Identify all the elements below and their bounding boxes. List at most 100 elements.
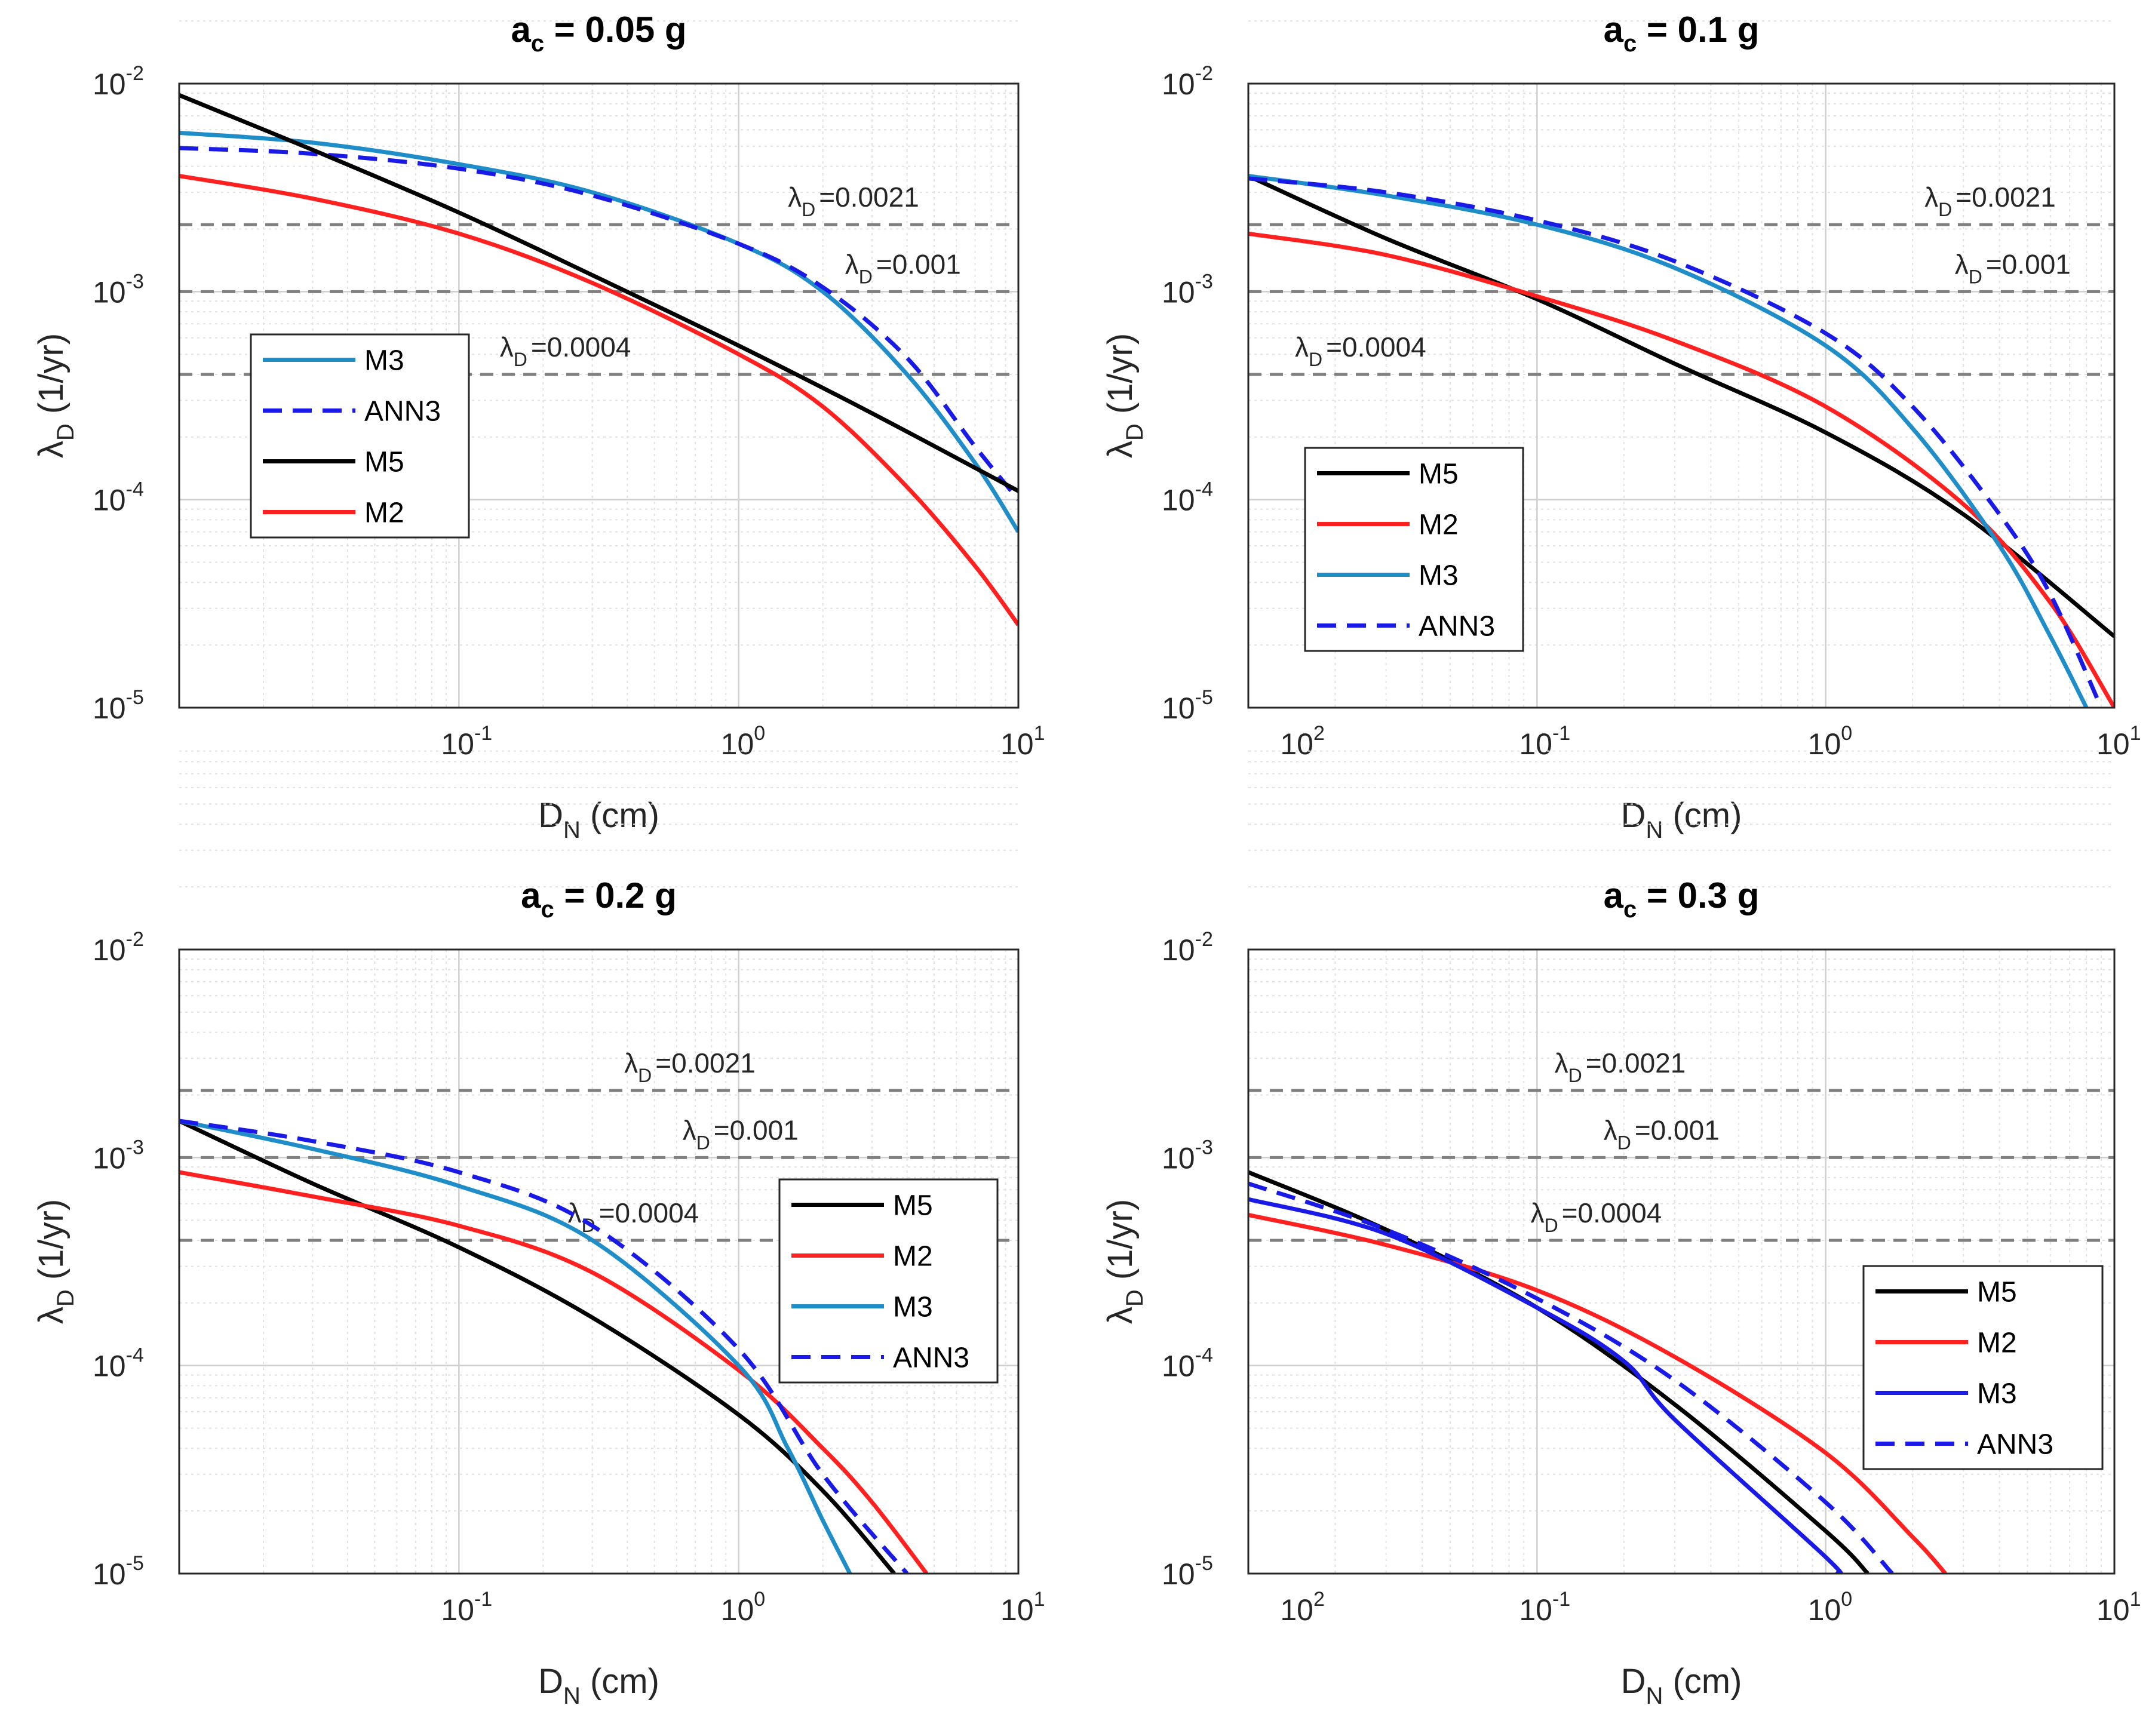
y-tick-label: 10-4 (1162, 478, 1213, 517)
y-tick-label: 10-4 (1162, 1344, 1213, 1383)
x-label-main: D (538, 796, 563, 835)
tick-base: 10 (93, 933, 126, 967)
chart-panel-top-right: λD=0.0021λD=0.001λD=0.000410-11001011021… (1101, 10, 2141, 843)
legend-label-m3: M3 (893, 1292, 933, 1323)
x-tick-label: 10-1 (1519, 722, 1570, 761)
ref-label-subscript: D (1309, 349, 1322, 370)
tick-base: 10 (1162, 1557, 1195, 1591)
tick-exponent: 1 (2130, 722, 2141, 745)
title-rest: = 0.05 g (544, 10, 686, 50)
ref-label-symbol: λ (500, 331, 514, 362)
ref-label-value: =0.001 (876, 248, 961, 279)
reference-line-label: λD =0.001 (683, 1114, 799, 1153)
legend: M5 M2 M3 ANN3 (1304, 447, 1524, 652)
tick-base: 10 (93, 692, 126, 725)
legend-box (778, 1178, 999, 1384)
tick-base: 10 (1162, 692, 1195, 725)
tick-exponent: -5 (126, 1552, 144, 1575)
ref-label-subscript: D (802, 199, 815, 220)
y-label-main: λ (1101, 441, 1140, 458)
series-line-m5 (1248, 174, 2114, 638)
tick-exponent: -5 (1195, 686, 1213, 709)
tick-exponent: -4 (1195, 478, 1213, 501)
x-tick-label: 10-1 (441, 1588, 492, 1627)
ref-label-subscript: D (696, 1132, 710, 1153)
ref-label-subscript: D (1969, 266, 1982, 287)
axes-box (1247, 948, 2116, 1575)
tick-base: 10 (2096, 1593, 2130, 1627)
legend-label-ann3: ANN3 (893, 1342, 969, 1374)
x-label-rest: (cm) (1663, 796, 1742, 835)
ref-label-symbol: λ (1531, 1197, 1545, 1228)
tick-exponent: -2 (1195, 928, 1213, 951)
legend: M3 ANN3 M5 M2 (250, 333, 470, 539)
tick-exponent: -1 (474, 1588, 492, 1611)
ref-label-value: =0.001 (1986, 248, 2071, 279)
x-label-rest: (cm) (581, 1662, 659, 1701)
x-tick-label: 101 (2096, 722, 2141, 761)
x-tick-label: 10-1 (441, 722, 492, 761)
tick-exponent: -3 (126, 1136, 144, 1159)
ref-label-symbol: λ (1555, 1047, 1568, 1079)
x-tick-label: 100 (721, 722, 766, 761)
ref-label-subscript: D (514, 349, 527, 370)
y-label-rest: (1/yr) (1101, 333, 1140, 423)
tick-base: 10 (1162, 484, 1195, 517)
tick-exponent: -3 (1195, 270, 1213, 293)
ref-label-value: =0.0004 (531, 331, 631, 362)
tick-base: 10 (1162, 933, 1195, 967)
legend-box (1862, 1265, 2104, 1470)
x-label-main: D (1621, 796, 1646, 835)
y-tick-label: 10-2 (1162, 928, 1213, 967)
x-label-subscript: N (563, 817, 581, 843)
x-tick-label: 100 (1808, 722, 1853, 761)
tick-base: 10 (93, 1141, 126, 1175)
tick-exponent: -5 (1195, 1552, 1213, 1575)
legend-label-m2: M2 (1419, 509, 1459, 541)
x-axis-label: DN (cm) (1621, 1662, 1742, 1709)
y-tick-label: 10-2 (93, 62, 144, 101)
plot-area (1248, 950, 2114, 1574)
y-label-subscript: D (1122, 423, 1148, 441)
tick-exponent: -3 (1195, 1136, 1213, 1159)
chart-title: ac = 0.1 g (1604, 10, 1760, 57)
y-tick-label: 10-5 (93, 686, 144, 725)
tick-base: 10 (2096, 727, 2130, 761)
title-main: a (521, 875, 541, 915)
series-line-m5 (179, 1119, 896, 1574)
title-main: a (1604, 875, 1624, 915)
ref-label-value: =0.0021 (819, 182, 919, 213)
x-tick-label: 100 (721, 1588, 766, 1627)
tick-exponent: 0 (1841, 722, 1852, 745)
x-tick-label: 100 (1808, 1588, 1853, 1627)
ref-label-symbol: λ (1955, 248, 1969, 279)
title-subscript: c (1623, 30, 1637, 57)
ref-label-value: =0.001 (1635, 1114, 1720, 1145)
tick-exponent: -1 (1552, 1588, 1570, 1611)
legend: M5 M2 M3 ANN3 (1862, 1265, 2104, 1470)
chart-panel-bottom-right: λD=0.0021λD=0.001λD=0.000410-11001011021… (1101, 750, 2141, 1709)
tick-base: 10 (1519, 1593, 1552, 1627)
series-line-m2 (1248, 231, 2114, 708)
y-label-subscript: D (53, 1289, 79, 1307)
series-group (1248, 1170, 1947, 1574)
axes-box (178, 82, 1020, 709)
reference-line-label: λD =0.001 (1955, 248, 2071, 287)
reference-line-label: λD =0.0021 (1555, 1047, 1686, 1086)
chart-title: ac = 0.2 g (521, 875, 677, 923)
series-group (179, 1119, 929, 1574)
legend-label-m3: M3 (1977, 1378, 2017, 1410)
tick-base: 10 (1162, 1141, 1195, 1175)
x-tick-label: 101 (1000, 1588, 1045, 1627)
tick-exponent: 2 (1313, 722, 1325, 745)
ref-label-symbol: λ (568, 1197, 582, 1228)
tick-exponent: -2 (126, 928, 144, 951)
y-axis-label: λD (1/yr) (1101, 1199, 1148, 1324)
tick-exponent: -1 (1552, 722, 1570, 745)
ref-label-value: =0.0004 (1562, 1197, 1662, 1228)
x-label-main: D (538, 1662, 563, 1701)
tick-base: 10 (721, 1593, 754, 1627)
tick-base: 10 (93, 1350, 126, 1383)
ref-label-symbol: λ (1604, 1114, 1617, 1145)
x-axis-label: DN (cm) (538, 796, 659, 843)
